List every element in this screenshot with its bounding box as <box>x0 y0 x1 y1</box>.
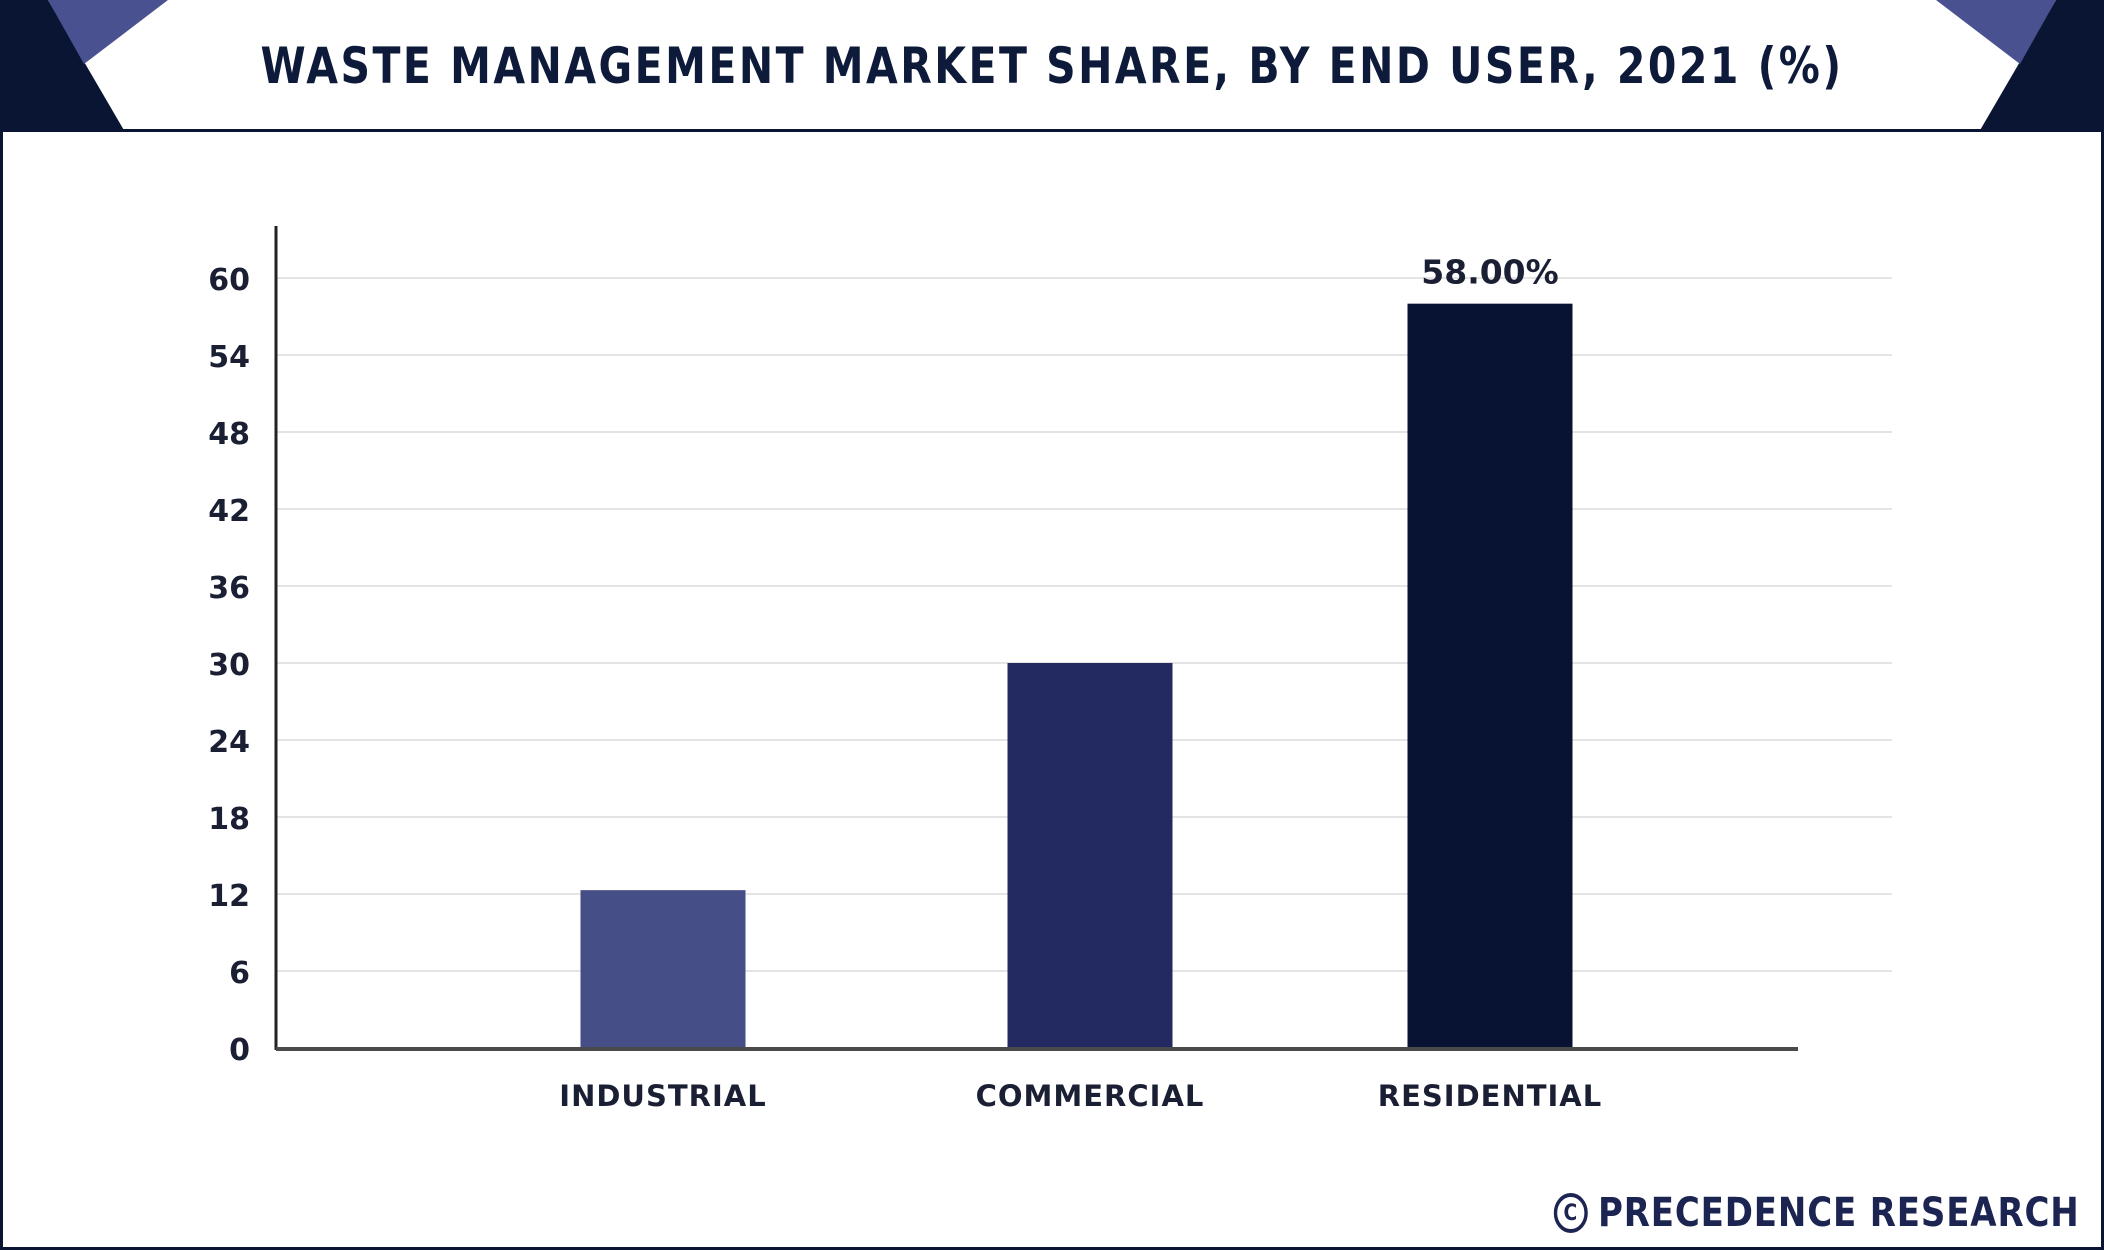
y-tick-label: 6 <box>229 956 250 991</box>
right-corner-accent <box>1936 0 2056 64</box>
chart-title: WASTE MANAGEMENT MARKET SHARE, BY END US… <box>260 37 1844 95</box>
y-axis-ticks: 0 6 12 18 24 30 36 42 48 54 60 <box>208 263 250 1068</box>
y-tick-label: 54 <box>208 340 250 375</box>
category-labels: INDUSTRIAL COMMERCIAL RESIDENTIAL <box>559 1079 1602 1113</box>
data-labels: 58.00% <box>1421 253 1558 292</box>
y-tick-label: 18 <box>208 802 250 837</box>
watermark: C PRECEDENCE RESEARCH <box>1554 1190 2080 1236</box>
y-tick-label: 60 <box>208 263 250 298</box>
x-category-label: COMMERCIAL <box>976 1079 1205 1113</box>
bar-industrial <box>580 890 746 1048</box>
bar-commercial <box>1007 663 1173 1048</box>
header-banner: WASTE MANAGEMENT MARKET SHARE, BY END US… <box>0 0 2104 132</box>
y-tick-label: 42 <box>208 494 250 529</box>
right-corner-dark <box>1979 0 2104 132</box>
y-tick-label: 12 <box>208 879 250 914</box>
y-tick-label: 36 <box>208 571 250 606</box>
y-tick-label: 30 <box>208 648 250 683</box>
header-corner-decoration <box>0 0 2104 132</box>
watermark-text: PRECEDENCE RESEARCH <box>1598 1190 2080 1236</box>
y-tick-label: 24 <box>208 725 250 760</box>
left-corner-dark <box>0 0 125 132</box>
bar-residential <box>1407 303 1573 1049</box>
copyright-icon: C <box>1554 1193 1589 1233</box>
left-corner-accent <box>48 0 168 64</box>
y-tick-label: 0 <box>229 1033 250 1068</box>
y-tick-label: 48 <box>208 417 250 452</box>
x-category-label: RESIDENTIAL <box>1378 1079 1602 1113</box>
bars <box>580 303 1573 1049</box>
data-label: 58.00% <box>1421 253 1558 292</box>
x-category-label: INDUSTRIAL <box>559 1079 766 1113</box>
